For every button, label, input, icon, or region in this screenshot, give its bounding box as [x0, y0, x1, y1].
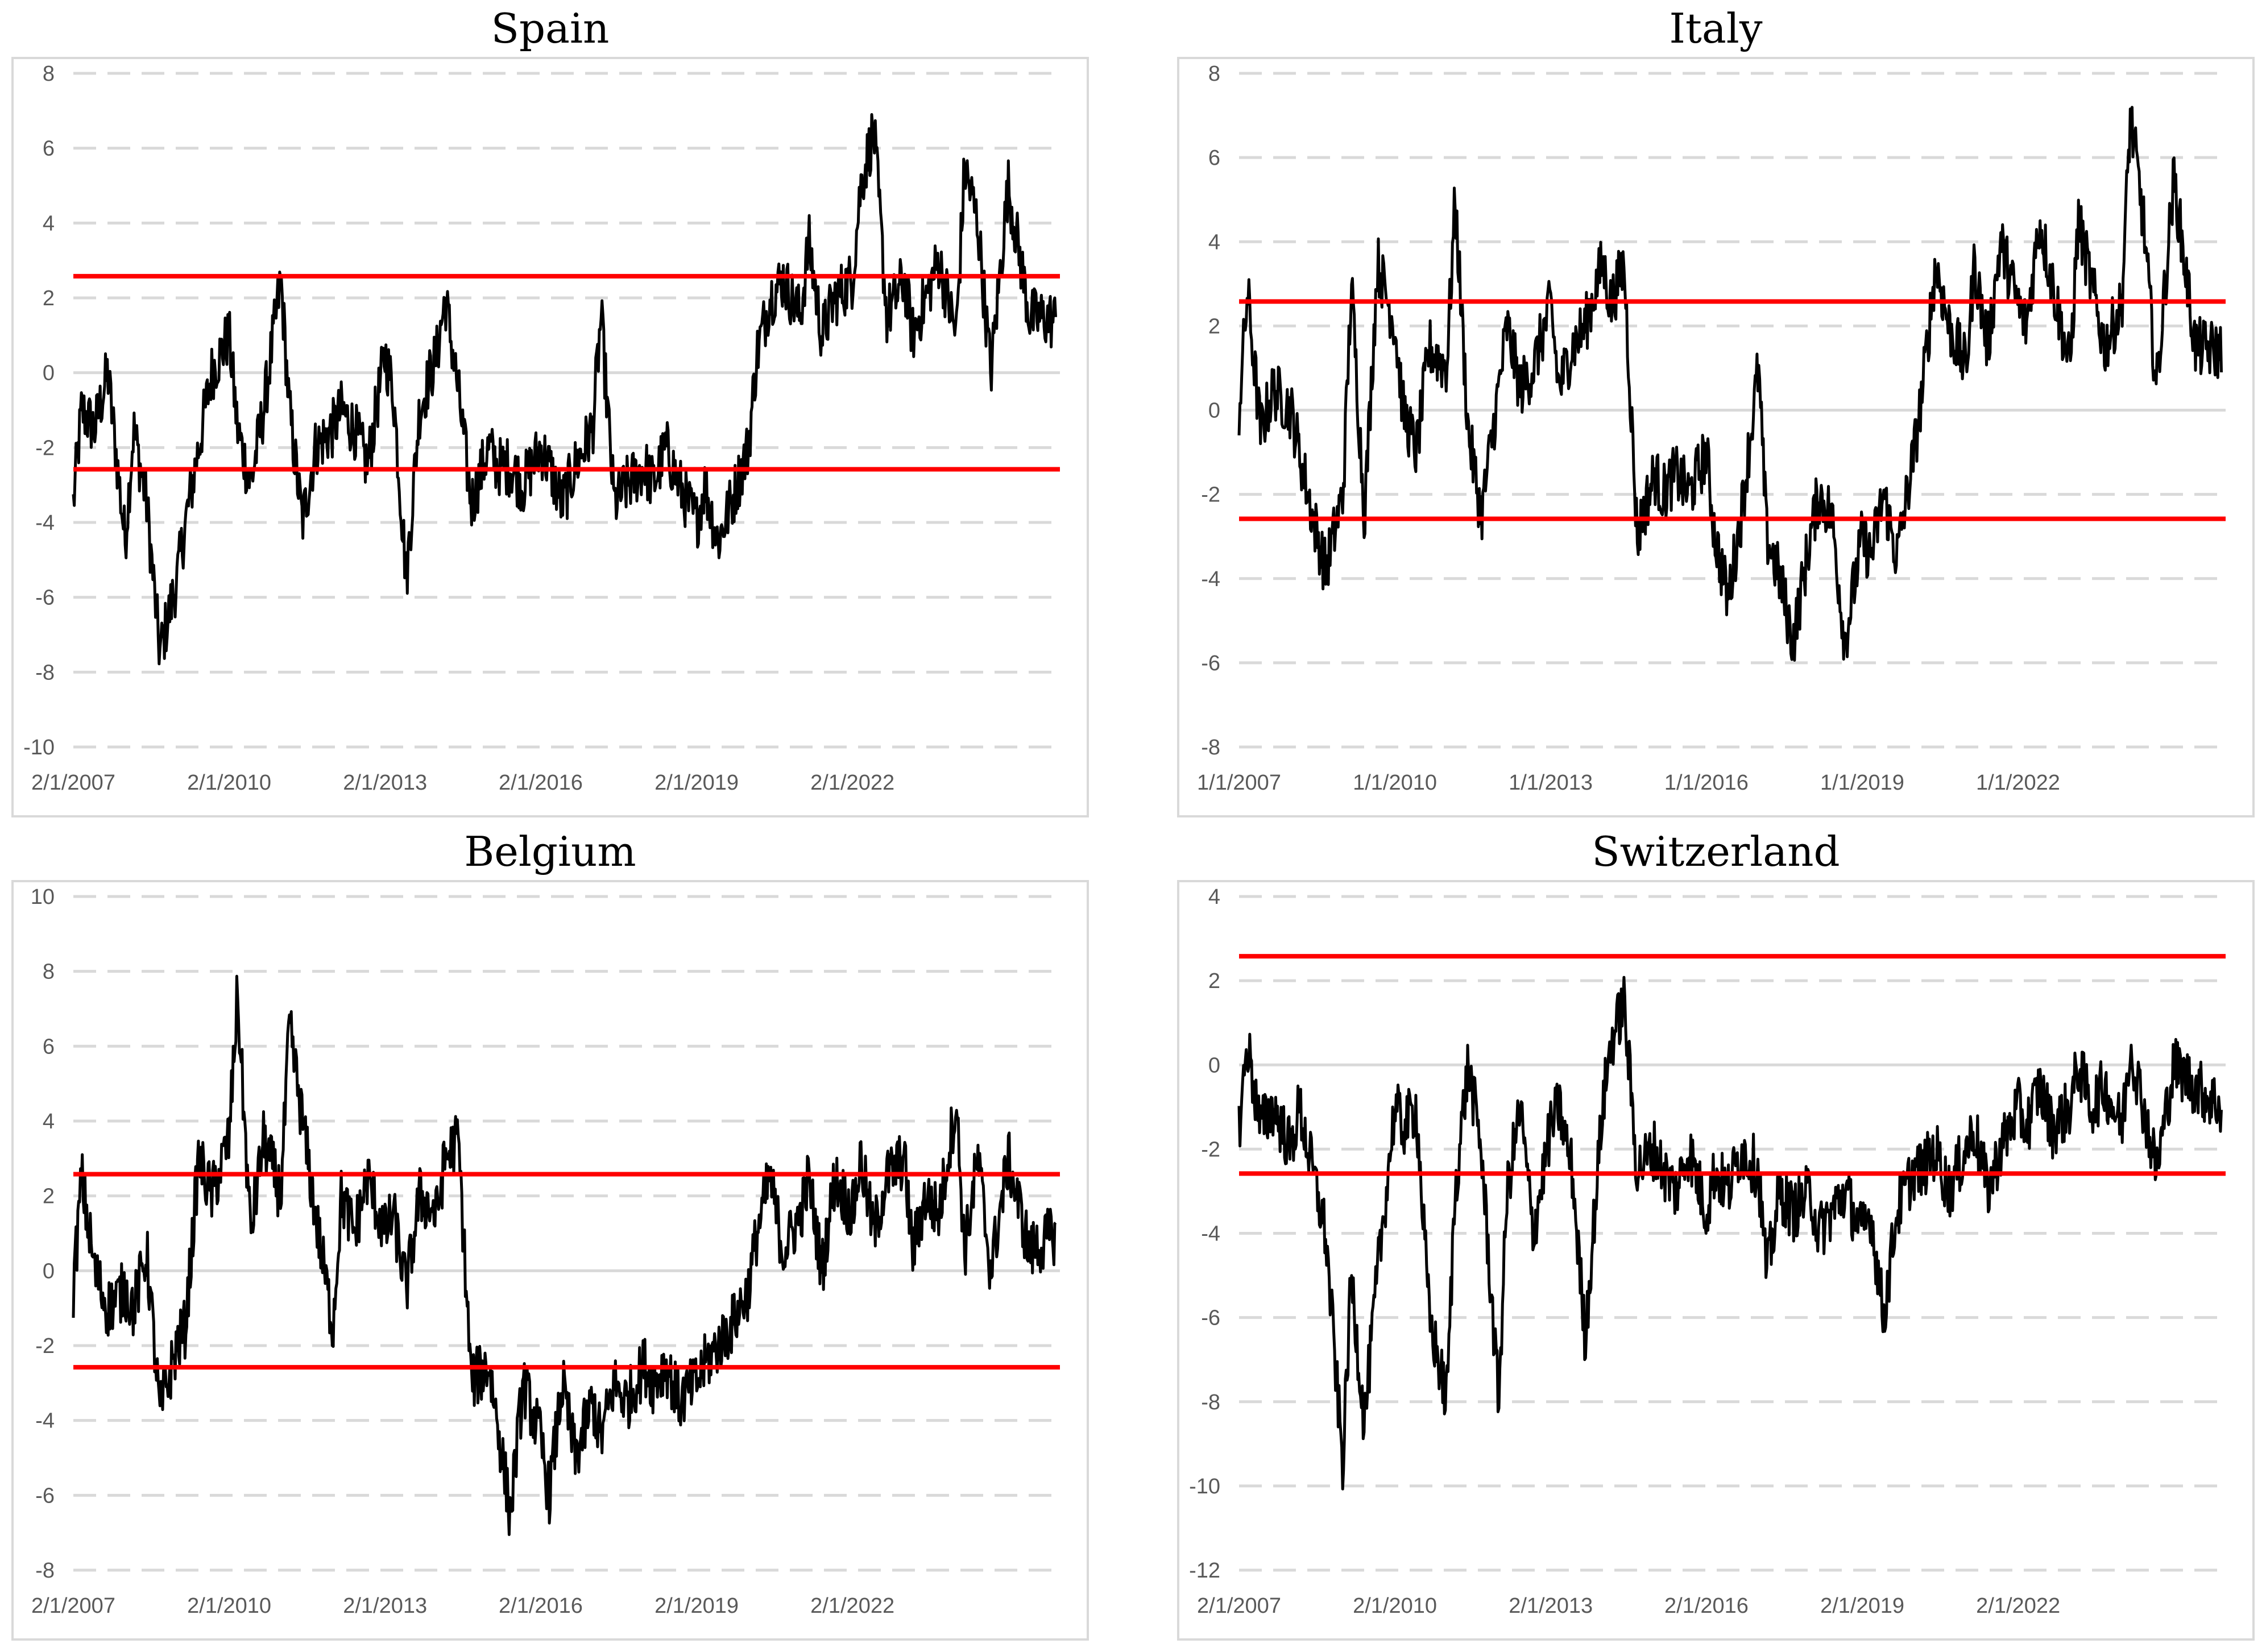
y-tick-label: -6: [1201, 651, 1220, 675]
series-line: [72, 974, 1057, 1536]
plot-area-italy: 8 6 4 2 0 -2 -4 -6 -8 1/1/2007 1/1/2010 1/1/2013 1/1…: [1177, 57, 2255, 817]
series-line: [72, 113, 1057, 666]
y-tick-label: 8: [43, 62, 55, 86]
plot-area-switzerland: 4 2 0 -2 -4 -6 -8 -10 -12 2/1/2007 2/1/2010 2/1/201…: [1177, 880, 2255, 1641]
line-chart-italy: 8 6 4 2 0 -2 -4 -6 -8 1/1/2007 1/1/2010 1/1/2013 1/1…: [1197, 62, 2226, 795]
x-tick-label: 2/1/2013: [1509, 1594, 1593, 1618]
x-tick-label: 2/1/2022: [1976, 1594, 2060, 1618]
chart-title-switzerland: Switzerland: [1592, 828, 1840, 875]
x-tick-label: 2/1/2007: [31, 1594, 115, 1618]
chart-panel-belgium: Belgium 10 8 6 4 2 0 -2 -4 -6 -8 2/1/2007 2/1/2010 2…: [11, 823, 1089, 1641]
y-tick-label: 4: [43, 211, 55, 235]
y-tick-label: -6: [1201, 1306, 1220, 1330]
chart-panel-switzerland: Switzerland 4 2 0 -2 -4 -6 -8 -10 -12 2/1/2007 2/1…: [1177, 823, 2255, 1641]
x-tick-label: 1/1/2007: [1197, 771, 1281, 795]
line-chart-switzerland: 4 2 0 -2 -4 -6 -8 -10 -12 2/1/2007 2/1/2010 2/1/201…: [1189, 885, 2226, 1618]
y-tick-label: -8: [35, 1559, 55, 1583]
x-tick-label: 2/1/2019: [654, 771, 739, 795]
y-tick-label: 8: [43, 960, 55, 984]
y-tick-label: -2: [1201, 483, 1220, 507]
y-tick-label: 2: [43, 1185, 55, 1209]
x-tick-label: 2/1/2019: [654, 1594, 739, 1618]
y-tick-label: 2: [43, 287, 55, 310]
y-tick-label: -8: [35, 661, 55, 684]
y-tick-label: 0: [43, 1259, 55, 1283]
x-tick-label: 1/1/2013: [1509, 771, 1593, 795]
y-tick-label: -4: [35, 1409, 55, 1433]
y-tick-label: 0: [1208, 399, 1220, 423]
x-tick-label: 2/1/2022: [810, 1594, 894, 1618]
y-tick-label: 6: [1208, 146, 1220, 170]
y-tick-label: -6: [35, 586, 55, 610]
y-tick-label: 6: [43, 137, 55, 161]
chart-title-belgium: Belgium: [464, 828, 636, 875]
y-tick-label: -2: [35, 436, 55, 460]
y-tick-label: -4: [35, 511, 55, 535]
x-tick-label: 1/1/2019: [1820, 771, 1904, 795]
y-tick-label: -4: [1201, 567, 1220, 591]
y-tick-label: 8: [1208, 62, 1220, 86]
y-tick-label: 4: [43, 1110, 55, 1134]
chart-panel-italy: Italy 8 6 4 2 0 -2 -4 -6 -8 1/1/2007 1/1/2010 1/1/2…: [1177, 0, 2255, 817]
y-tick-label: -10: [23, 736, 55, 759]
x-tick-label: 1/1/2016: [1664, 771, 1749, 795]
x-tick-label: 2/1/2016: [1664, 1594, 1749, 1618]
y-tick-label: -8: [1201, 736, 1220, 759]
x-tick-label: 2/1/2013: [343, 1594, 427, 1618]
x-tick-label: 1/1/2022: [1976, 771, 2060, 795]
x-tick-label: 2/1/2022: [810, 771, 894, 795]
y-tick-label: 0: [1208, 1053, 1220, 1077]
y-tick-label: 2: [1208, 314, 1220, 338]
y-tick-label: -4: [1201, 1222, 1220, 1246]
y-tick-label: 0: [43, 362, 55, 385]
x-tick-label: 2/1/2016: [499, 1594, 583, 1618]
y-tick-label: -6: [35, 1484, 55, 1508]
x-tick-label: 2/1/2007: [1197, 1594, 1281, 1618]
x-tick-label: 1/1/2010: [1353, 771, 1437, 795]
y-tick-label: 4: [1208, 885, 1220, 909]
x-tick-label: 2/1/2007: [31, 771, 115, 795]
chart-panel-spain: Spain 8 6 4 2 0 -2 -4 -6 -8 -10 2/1/2007 2/1/2010 2/…: [11, 0, 1089, 817]
y-tick-label: -10: [1189, 1475, 1220, 1499]
x-tick-label: 2/1/2010: [187, 1594, 271, 1618]
series-line: [1237, 976, 2223, 1491]
series-line: [1237, 106, 2223, 662]
y-tick-label: -8: [1201, 1390, 1220, 1414]
y-tick-label: 2: [1208, 969, 1220, 993]
x-tick-label: 2/1/2010: [1353, 1594, 1437, 1618]
y-tick-label: 4: [1208, 230, 1220, 254]
y-tick-label: -2: [35, 1334, 55, 1358]
line-chart-belgium: 10 8 6 4 2 0 -2 -4 -6 -8 2/1/2007 2/1/2010 2/1/2013 2…: [31, 885, 1060, 1618]
line-chart-spain: 8 6 4 2 0 -2 -4 -6 -8 -10 2/1/2007 2/1/2010 2/1/2013…: [23, 62, 1060, 795]
y-tick-label: -12: [1189, 1559, 1220, 1583]
x-tick-label: 2/1/2019: [1820, 1594, 1904, 1618]
chart-title-spain: Spain: [491, 5, 610, 52]
y-tick-label: -2: [1201, 1138, 1220, 1161]
x-tick-label: 2/1/2013: [343, 771, 427, 795]
plot-area-belgium: 10 8 6 4 2 0 -2 -4 -6 -8 2/1/2007 2/1/2010 2/1/2013 2…: [11, 880, 1089, 1641]
y-tick-label: 6: [43, 1035, 55, 1059]
chart-title-italy: Italy: [1669, 5, 1763, 52]
y-tick-label: 10: [31, 885, 55, 909]
x-tick-label: 2/1/2016: [499, 771, 583, 795]
plot-area-spain: 8 6 4 2 0 -2 -4 -6 -8 -10 2/1/2007 2/1/2010 2/1/2013…: [11, 57, 1089, 817]
x-tick-label: 2/1/2010: [187, 771, 271, 795]
